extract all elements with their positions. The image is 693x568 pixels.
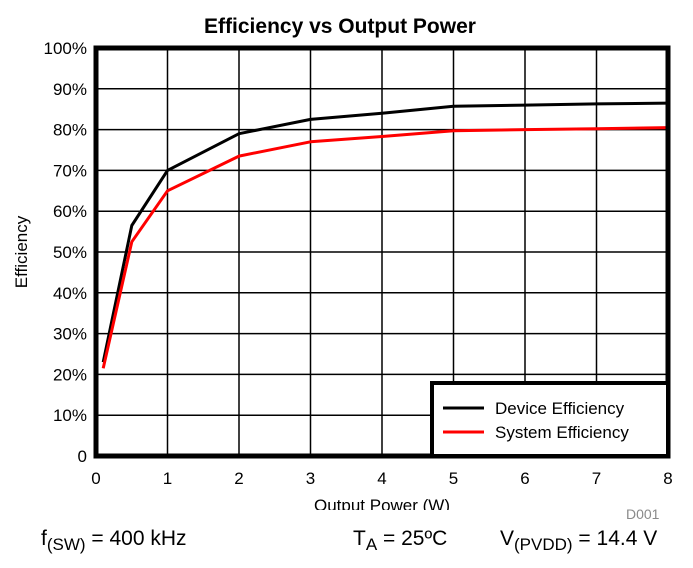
y-tick-label: 90% bbox=[53, 80, 87, 99]
series-line-system-efficiency bbox=[101, 126, 669, 369]
fsw-subscript: (SW) bbox=[46, 535, 86, 554]
y-tick-labels: 0 10% 20% 30% 40% 50% 60% 70% 80% 90% 100% bbox=[44, 39, 87, 466]
plot-frame bbox=[93, 45, 671, 459]
chart-title: Efficiency vs Output Power bbox=[204, 15, 476, 38]
x-tick-label: 6 bbox=[520, 469, 529, 488]
y-tick-label: 60% bbox=[53, 202, 87, 221]
y-tick-label: 30% bbox=[53, 325, 87, 344]
y-tick-label: 10% bbox=[53, 406, 87, 425]
series-line-device-efficiency bbox=[101, 101, 669, 363]
fsw-value: = 400 kHz bbox=[85, 527, 187, 550]
legend-box bbox=[430, 381, 670, 458]
x-axis-label: Output Power (W) bbox=[314, 496, 450, 510]
series-lines bbox=[101, 101, 669, 369]
y-axis-label: Efficiency bbox=[12, 215, 31, 288]
x-tick-label: 2 bbox=[234, 469, 243, 488]
legend: Device Efficiency System Efficiency bbox=[430, 381, 670, 458]
condition-ta: TA = 25ºC bbox=[353, 527, 447, 555]
x-tick-label: 7 bbox=[592, 469, 601, 488]
ta-symbol: T bbox=[353, 527, 366, 550]
y-tick-label: 70% bbox=[53, 161, 87, 180]
vpvdd-symbol: V bbox=[500, 527, 515, 550]
legend-label-device: Device Efficiency bbox=[495, 399, 625, 418]
y-tick-label: 50% bbox=[53, 243, 87, 262]
y-tick-label: 20% bbox=[53, 365, 87, 384]
legend-label-system: System Efficiency bbox=[495, 423, 629, 442]
ta-value: = 25ºC bbox=[377, 527, 448, 550]
x-tick-label: 3 bbox=[306, 469, 315, 488]
x-tick-label: 5 bbox=[449, 469, 458, 488]
y-tick-label: 100% bbox=[44, 39, 87, 58]
y-tick-label: 0 bbox=[78, 447, 87, 466]
figure-code: D001 bbox=[626, 506, 660, 522]
x-tick-label: 0 bbox=[91, 469, 100, 488]
condition-vpvdd: V(PVDD) = 14.4 V bbox=[500, 527, 657, 555]
y-tick-label: 80% bbox=[53, 121, 87, 140]
x-tick-label: 1 bbox=[163, 469, 172, 488]
fsw-symbol: f bbox=[41, 527, 47, 550]
y-tick-label: 40% bbox=[53, 284, 87, 303]
x-tick-label: 8 bbox=[663, 469, 672, 488]
ta-subscript: A bbox=[365, 535, 378, 554]
x-tick-labels: 0 1 2 3 4 5 6 7 8 bbox=[91, 469, 672, 488]
vpvdd-subscript: (PVDD) bbox=[514, 535, 573, 554]
efficiency-chart: Efficiency vs Output Power 0 10% 20% 30% 40%… bbox=[12, 15, 673, 510]
condition-fsw: f(SW) = 400 kHz bbox=[41, 527, 187, 555]
x-tick-label: 4 bbox=[377, 469, 386, 488]
vpvdd-value: = 14.4 V bbox=[572, 527, 658, 550]
